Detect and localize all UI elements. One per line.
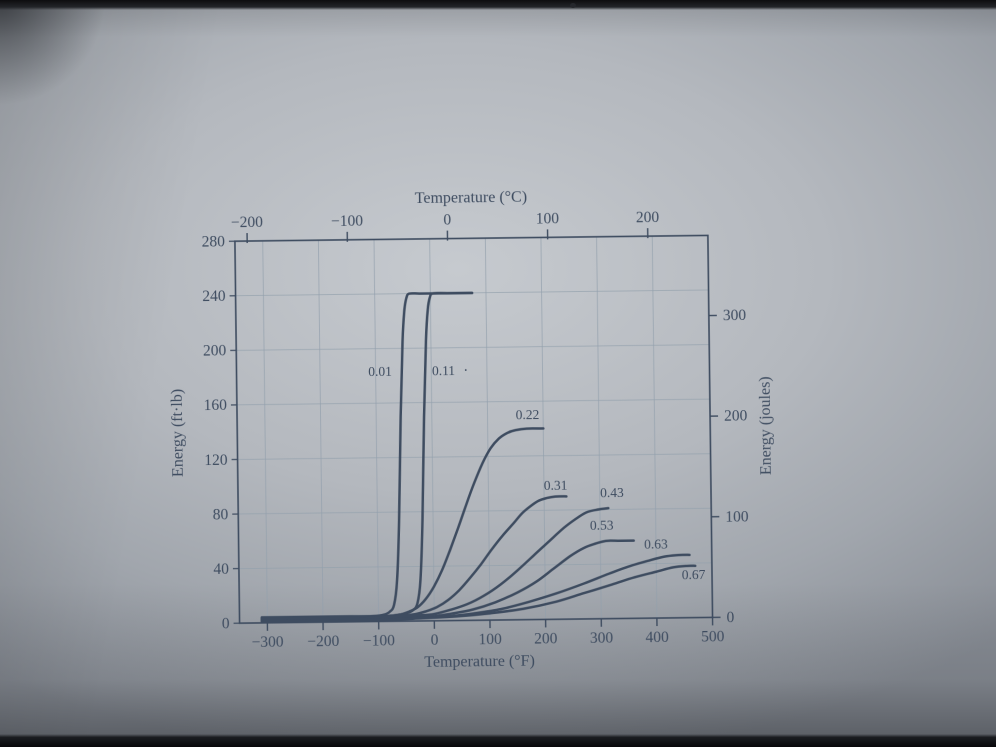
grid-line-vertical <box>317 240 324 623</box>
tick-label-top: 0 <box>443 212 451 229</box>
tick-label-top: 200 <box>636 209 660 226</box>
tick-label-bottom: 500 <box>701 628 725 645</box>
tick-label-right: 200 <box>724 408 748 425</box>
curve-0.22 <box>260 427 545 621</box>
axis-title-fahrenheit: Temperature (°F) <box>424 653 535 671</box>
grid-line-horizontal <box>237 453 711 460</box>
tick-label-bottom: −300 <box>252 634 284 651</box>
axis-title-joules: Energy (joules) <box>757 376 775 475</box>
grid-line-vertical <box>429 238 435 621</box>
tick-label-left: 40 <box>213 561 229 578</box>
tick-label-left: 280 <box>202 233 226 250</box>
curve-0.53 <box>260 539 635 622</box>
grid-line-horizontal <box>238 562 712 570</box>
tick-label-left: 240 <box>202 288 226 305</box>
curve-label-0.43: 0.43 <box>600 485 624 500</box>
grid-line-vertical <box>262 240 268 623</box>
curve-label-0.31: 0.31 <box>544 477 568 492</box>
tick-label-top: −100 <box>331 213 363 230</box>
grid-line-horizontal <box>236 398 710 406</box>
tick-label-left: 80 <box>213 506 229 523</box>
curve-0.01 <box>260 291 474 619</box>
tick-label-bottom: 200 <box>534 630 558 647</box>
tick-label-right: 0 <box>726 609 734 626</box>
curve-label-0.67: 0.67 <box>682 567 706 582</box>
curve-label-0.11: 0.11 <box>432 363 455 378</box>
tick-label-bottom: 100 <box>478 631 502 648</box>
tick-label-bottom: −200 <box>307 633 339 650</box>
film-bar-bottom <box>0 734 996 747</box>
film-bar-top <box>0 0 996 10</box>
curve-0.63 <box>260 553 691 623</box>
tick-label-left: 200 <box>203 342 227 359</box>
tick-label-bottom: 300 <box>590 630 614 647</box>
tick-label-top: −200 <box>231 214 263 231</box>
curve-label-0.22: 0.22 <box>516 407 540 422</box>
grid-line-horizontal <box>236 344 710 351</box>
tick-label-right: 100 <box>725 508 749 525</box>
curve-label-0.01: 0.01 <box>368 364 392 379</box>
curve-0.31 <box>260 495 568 622</box>
grid-line-vertical <box>373 239 380 622</box>
curve-0.43 <box>260 506 610 622</box>
curve-0.67 <box>260 564 697 623</box>
grid-line-vertical <box>596 236 602 619</box>
tick-label-right: 300 <box>723 307 747 324</box>
dust-speck <box>570 3 576 8</box>
tick-label-bottom: 0 <box>431 632 439 649</box>
grid-line-vertical <box>484 238 491 621</box>
grid-line-horizontal <box>238 507 712 515</box>
tick-label-left: 0 <box>222 615 230 632</box>
tick-label-bottom: 400 <box>645 629 669 646</box>
tick-label-top: 100 <box>536 210 560 227</box>
curve-label-0.63: 0.63 <box>644 536 668 551</box>
axis-title-ftlb: Energy (ft·lb) <box>169 389 187 477</box>
grid-line-vertical <box>651 236 658 619</box>
annotation-dot: · <box>463 363 468 379</box>
tick-label-left: 120 <box>204 452 228 469</box>
curve-label-0.53: 0.53 <box>590 518 614 533</box>
tick-label-bottom: −100 <box>363 632 395 649</box>
axis-title-celsius: Temperature (°C) <box>415 189 528 207</box>
plot-border <box>234 234 714 624</box>
tick-label-left: 160 <box>204 397 228 414</box>
